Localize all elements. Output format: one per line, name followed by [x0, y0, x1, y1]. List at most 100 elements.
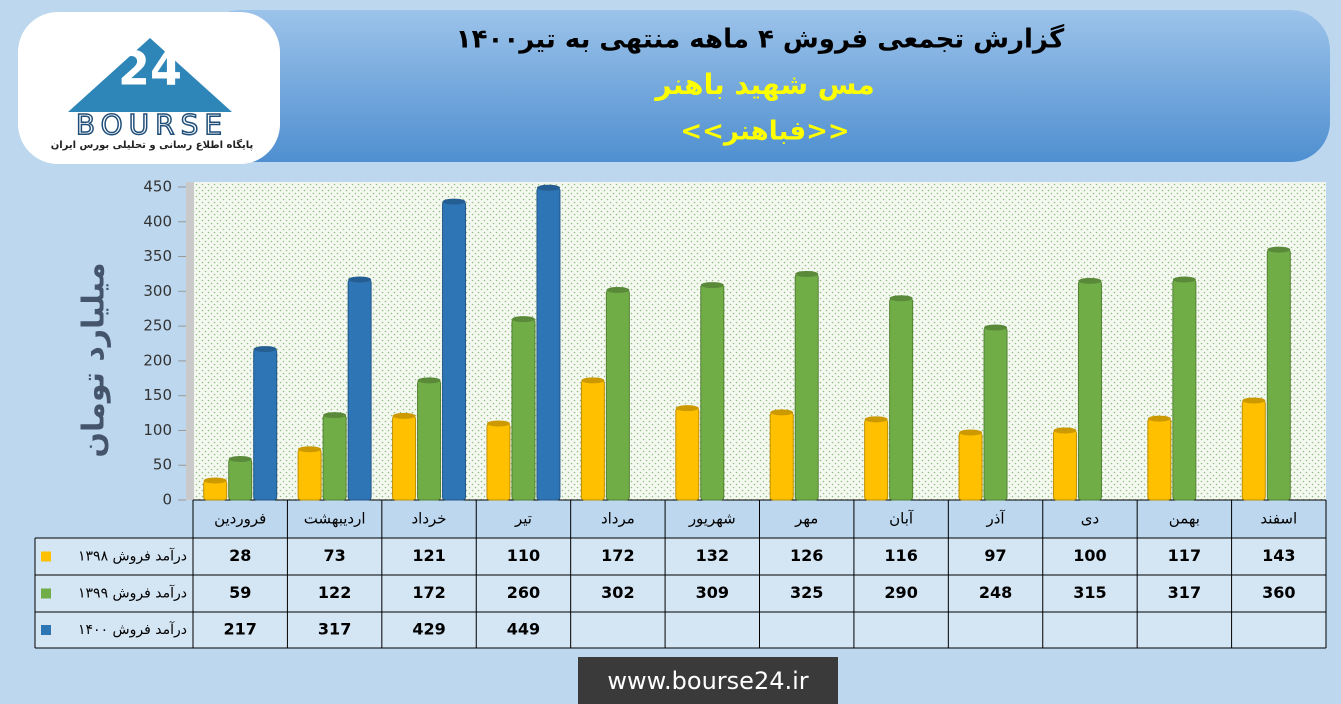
bar: [580, 379, 605, 501]
x-tick-label: مهر: [794, 510, 818, 528]
y-tick-label: 200: [143, 351, 172, 369]
x-tick-label: تیر: [514, 510, 532, 528]
legend-swatch: [41, 588, 51, 599]
y-tick-label: 400: [143, 212, 172, 230]
bar: [983, 327, 1008, 501]
bar-cap: [606, 286, 630, 293]
chart-title: گزارش تجمعی فروش ۴ ماهه منتهی به تیر۱۴۰۰: [456, 24, 1065, 55]
bar-cap: [348, 276, 372, 283]
chart-subtitle: مس شهید باهنر: [653, 68, 874, 101]
table-value: 73: [323, 546, 345, 565]
bar-cap: [417, 377, 441, 384]
bar: [1147, 418, 1172, 501]
legend-swatch: [41, 625, 51, 635]
table-value: 116: [884, 546, 917, 565]
x-tick-label: آذر: [985, 510, 1005, 528]
bar: [889, 297, 914, 501]
bar: [958, 432, 983, 501]
table-value: 172: [412, 583, 445, 602]
x-tick-label: دی: [1081, 510, 1099, 528]
table-value: 309: [696, 583, 729, 602]
x-tick-label: آبان: [889, 510, 914, 528]
table-value: 260: [507, 583, 540, 602]
table-value: 126: [790, 546, 823, 565]
y-tick-label: 250: [143, 317, 172, 335]
bar-cap: [581, 377, 605, 384]
legend-swatch: [41, 551, 51, 562]
table-value: 325: [790, 583, 823, 602]
bar: [769, 411, 794, 501]
bar-cap: [1172, 276, 1196, 283]
bar-cap: [1242, 397, 1266, 404]
table-value: 122: [318, 583, 351, 602]
bar-cap: [700, 282, 724, 289]
y-tick-label: 450: [143, 178, 172, 196]
y-tick-label: 50: [153, 456, 172, 474]
y-tick-label: 150: [143, 386, 172, 404]
legend-label: درآمد فروش ۱۳۹۸: [78, 548, 187, 565]
table-value: 117: [1168, 546, 1201, 565]
table-value: 28: [229, 546, 251, 565]
bar-cap: [298, 446, 322, 453]
bar: [1052, 429, 1077, 501]
x-tick-label: اردیبهشت: [304, 510, 366, 528]
bar: [486, 422, 511, 501]
table-value: 132: [696, 546, 729, 565]
bar: [700, 284, 725, 501]
bar-cap: [536, 184, 560, 191]
bar-cap: [203, 477, 227, 484]
bar: [1266, 249, 1291, 501]
x-tick-label: فروردین: [214, 510, 266, 528]
bar-cap: [795, 270, 819, 277]
footer-url: www.bourse24.ir: [607, 667, 808, 695]
bar-cap: [392, 412, 416, 419]
bar-cap: [889, 295, 913, 302]
bar: [322, 414, 347, 501]
bar-cap: [675, 405, 699, 412]
bar: [864, 418, 889, 501]
bar: [442, 201, 467, 501]
table-value: 110: [507, 546, 540, 565]
bar-cap: [1078, 277, 1102, 284]
bar: [417, 379, 442, 501]
bar-cap: [984, 324, 1008, 331]
x-tick-label: شهریور: [688, 510, 736, 528]
y-tick-label: 0: [162, 491, 172, 509]
table-value: 429: [412, 620, 445, 639]
bar: [228, 458, 253, 501]
logo-text: BOURSE: [76, 108, 228, 141]
plot-area: [193, 182, 1326, 500]
bar-cap: [1147, 415, 1171, 422]
bar-cap: [770, 409, 794, 416]
bar: [511, 318, 536, 501]
bar: [605, 289, 630, 501]
logo-tagline: پایگاه اطلاع رسانی و تحلیلی بورس ایران: [51, 138, 254, 151]
x-tick-label: اسفند: [1260, 510, 1297, 528]
title-banner: [200, 10, 1330, 162]
bar-cap: [959, 429, 983, 436]
bar: [392, 415, 417, 501]
bar: [1241, 400, 1266, 501]
table-value: 172: [601, 546, 634, 565]
y-tick-label: 100: [143, 421, 172, 439]
table-value: 315: [1073, 583, 1106, 602]
table-value: 317: [1168, 583, 1201, 602]
bar-cap: [511, 316, 535, 323]
y-tick-label: 300: [143, 282, 172, 300]
footer-box: [578, 657, 838, 704]
x-tick-label: بهمن: [1169, 510, 1200, 528]
bar-cap: [228, 455, 252, 462]
table-value: 217: [224, 620, 257, 639]
data-table: فروردین اردیبهشت خرداد تیر مرداد شهریور مهر آبا…: [34, 499, 1327, 649]
table-value: 360: [1262, 583, 1295, 602]
bar-cap: [442, 198, 466, 205]
bar: [675, 407, 700, 501]
table-value: 121: [412, 546, 445, 565]
bar: [297, 448, 322, 501]
bar-cap: [323, 412, 347, 419]
table-value: 317: [318, 620, 351, 639]
bar-cap: [864, 416, 888, 423]
x-tick-label: مرداد: [601, 510, 635, 528]
table-bg: [35, 538, 1326, 648]
y-axis-wall: [186, 182, 194, 500]
